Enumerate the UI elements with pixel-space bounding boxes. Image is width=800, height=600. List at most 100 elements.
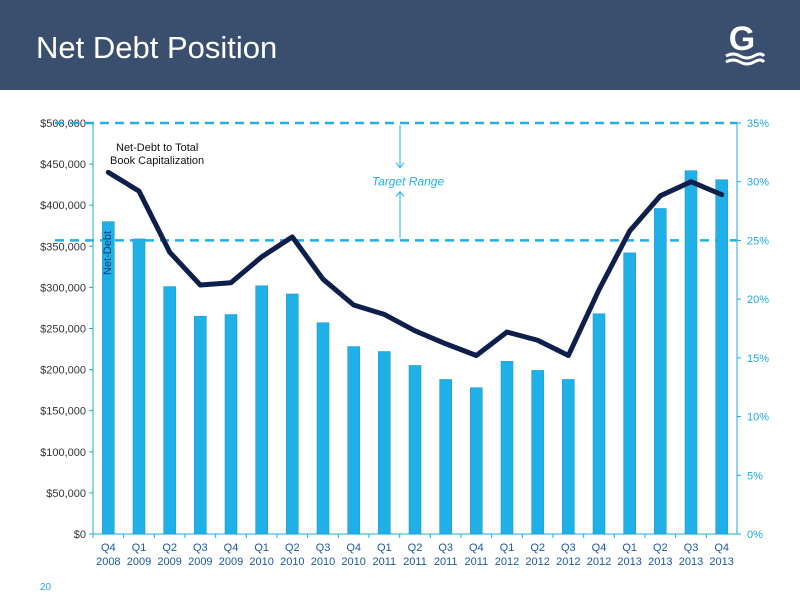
target-range-arrowhead-up [395, 190, 405, 198]
bar [224, 314, 238, 535]
line-point [444, 342, 448, 346]
x-tick-label-quarter: Q4 [346, 542, 361, 554]
right-tick-label: 10% [747, 412, 769, 424]
x-tick-label-quarter: Q4 [714, 542, 729, 554]
line-point [382, 312, 386, 316]
bar [286, 293, 299, 535]
line-point [474, 354, 478, 358]
bar [194, 315, 207, 535]
left-tick-label: $350,000 [40, 241, 86, 253]
line-point [566, 354, 570, 358]
x-tick-label-year: 2010 [280, 556, 304, 568]
bar [439, 379, 452, 535]
line-annotation-line1: Net-Debt to Total [116, 142, 198, 154]
line-point [505, 330, 509, 334]
logo-wave-1 [725, 52, 766, 60]
bar [592, 313, 606, 535]
x-tick-label-year: 2011 [434, 556, 458, 568]
line-point [290, 235, 294, 239]
logo-letter: G [729, 20, 755, 58]
x-tick-label-quarter: Q4 [592, 542, 607, 554]
right-tick-label: 5% [747, 470, 763, 482]
left-tick-label: $250,000 [40, 324, 86, 336]
line-point [106, 170, 110, 174]
x-tick-label-quarter: Q2 [285, 542, 300, 554]
x-tick-label-quarter: Q1 [622, 542, 637, 554]
x-tick-label-quarter: Q3 [193, 542, 208, 554]
bar [500, 361, 514, 535]
x-tick-label-year: 2010 [249, 556, 273, 568]
x-tick-label-year: 2013 [617, 556, 641, 568]
x-tick-label-quarter: Q1 [254, 542, 269, 554]
page-number: 20 [40, 582, 52, 593]
bar [347, 346, 360, 535]
x-tick-label-year: 2012 [587, 556, 611, 568]
bar [470, 387, 483, 535]
x-tick-label-year: 2013 [648, 556, 672, 568]
x-tick-label-year: 2012 [556, 556, 580, 568]
left-tick-label: $50,000 [46, 488, 86, 500]
bar [255, 285, 268, 535]
x-tick-label-quarter: Q1 [500, 542, 515, 554]
x-tick-label-year: 2009 [219, 556, 243, 568]
x-tick-label-quarter: Q4 [469, 542, 484, 554]
line-point [321, 277, 325, 281]
left-tick-label: $200,000 [40, 365, 86, 377]
bar-annotation-label: Net-Debt [102, 231, 114, 275]
bar [316, 322, 330, 535]
line-point [658, 194, 662, 198]
x-tick-label-quarter: Q4 [101, 542, 116, 554]
page-title: Net Debt Position [36, 30, 278, 65]
left-tick-label: $450,000 [40, 159, 86, 171]
line-point [628, 229, 632, 233]
line-point [689, 180, 693, 184]
right-tick-label: 35% [747, 118, 769, 130]
bar [408, 365, 422, 535]
x-tick-label-quarter: Q4 [224, 542, 239, 554]
line-point [413, 329, 417, 333]
header-bar: Net Debt Position G [0, 0, 800, 90]
bar [684, 170, 698, 535]
x-tick-label-year: 2013 [709, 556, 733, 568]
left-tick-label: $400,000 [40, 200, 86, 212]
bar [163, 286, 176, 535]
x-tick-label-quarter: Q2 [530, 542, 545, 554]
x-tick-label-year: 2010 [311, 556, 335, 568]
line-point [597, 288, 601, 292]
line-annotation-line2: Book Capitalization [110, 155, 204, 167]
target-range-label: Target Range [372, 175, 445, 189]
right-tick-label: 20% [747, 294, 769, 306]
bar [715, 179, 728, 535]
line-point [536, 338, 540, 342]
bar [132, 238, 146, 535]
x-tick-label-year: 2011 [373, 556, 397, 568]
x-tick-label-quarter: Q1 [377, 542, 392, 554]
x-tick-label-quarter: Q2 [408, 542, 423, 554]
x-tick-label-quarter: Q3 [561, 542, 576, 554]
x-tick-label-year: 2011 [465, 556, 489, 568]
line-point [352, 303, 356, 307]
right-tick-label: 25% [747, 235, 769, 247]
x-tick-label-year: 2008 [96, 556, 120, 568]
x-tick-label-quarter: Q3 [684, 542, 699, 554]
x-tick-label-year: 2012 [495, 556, 519, 568]
x-tick-label-year: 2013 [679, 556, 703, 568]
x-tick-label-quarter: Q2 [162, 542, 177, 554]
x-tick-label-quarter: Q1 [132, 542, 147, 554]
line-point [198, 283, 202, 287]
x-tick-label-quarter: Q3 [316, 542, 331, 554]
x-tick-label-year: 2009 [157, 556, 181, 568]
bar [562, 379, 575, 535]
company-logo-icon: G [725, 20, 766, 66]
left-tick-label: $100,000 [40, 447, 86, 459]
bar [102, 221, 115, 535]
x-tick-label-year: 2010 [341, 556, 365, 568]
right-tick-label: 0% [747, 529, 763, 541]
bar [654, 208, 667, 535]
line-point [720, 193, 724, 197]
x-tick-label-quarter: Q2 [653, 542, 668, 554]
x-tick-label-year: 2009 [188, 556, 212, 568]
right-tick-label: 15% [747, 353, 769, 365]
line-point [168, 250, 172, 254]
left-tick-label: $0 [74, 529, 86, 541]
